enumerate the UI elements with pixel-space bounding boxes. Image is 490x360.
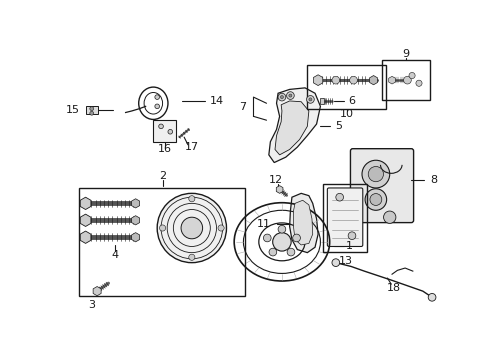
Bar xyxy=(153,120,176,142)
Text: 10: 10 xyxy=(340,109,354,119)
Circle shape xyxy=(365,189,387,210)
Bar xyxy=(382,60,430,100)
Text: 14: 14 xyxy=(210,96,223,106)
Text: 9: 9 xyxy=(402,49,410,59)
Circle shape xyxy=(181,217,203,239)
Circle shape xyxy=(287,248,295,256)
Circle shape xyxy=(90,107,94,111)
Circle shape xyxy=(218,225,224,231)
Circle shape xyxy=(336,193,343,201)
Circle shape xyxy=(159,124,163,129)
Circle shape xyxy=(428,293,436,301)
Circle shape xyxy=(348,232,356,239)
Circle shape xyxy=(332,76,340,84)
Circle shape xyxy=(309,98,312,101)
Text: 6: 6 xyxy=(348,96,355,106)
Circle shape xyxy=(384,211,396,223)
Circle shape xyxy=(280,95,284,99)
Circle shape xyxy=(189,195,195,202)
Circle shape xyxy=(332,259,340,266)
Circle shape xyxy=(155,95,160,99)
Bar xyxy=(319,98,324,104)
Polygon shape xyxy=(294,200,313,245)
FancyBboxPatch shape xyxy=(350,149,414,222)
Circle shape xyxy=(278,225,286,233)
Bar xyxy=(86,106,98,114)
Circle shape xyxy=(273,233,291,251)
Bar xyxy=(307,65,386,109)
Text: 17: 17 xyxy=(185,142,199,152)
Text: 2: 2 xyxy=(159,171,166,181)
Bar xyxy=(323,184,368,252)
Circle shape xyxy=(189,254,195,260)
Circle shape xyxy=(370,194,382,206)
Circle shape xyxy=(269,248,277,256)
Polygon shape xyxy=(275,101,309,155)
Circle shape xyxy=(409,72,415,78)
Text: 12: 12 xyxy=(269,175,283,185)
Circle shape xyxy=(155,104,160,109)
Text: 4: 4 xyxy=(111,250,119,260)
Circle shape xyxy=(90,111,94,115)
Text: 11: 11 xyxy=(256,219,270,229)
Text: 3: 3 xyxy=(88,300,95,310)
Circle shape xyxy=(368,166,384,182)
Circle shape xyxy=(307,95,314,103)
Text: 5: 5 xyxy=(335,121,342,131)
Bar xyxy=(79,188,245,296)
Circle shape xyxy=(404,76,411,84)
Text: 1: 1 xyxy=(345,241,352,251)
Circle shape xyxy=(416,80,422,86)
Text: 16: 16 xyxy=(158,144,172,154)
Ellipse shape xyxy=(157,193,226,263)
Text: 7: 7 xyxy=(239,102,245,112)
Circle shape xyxy=(293,234,300,242)
Text: 15: 15 xyxy=(66,105,79,115)
Circle shape xyxy=(287,92,294,99)
Circle shape xyxy=(160,225,166,231)
Circle shape xyxy=(168,130,172,134)
Polygon shape xyxy=(269,88,320,163)
Circle shape xyxy=(289,94,292,97)
Circle shape xyxy=(264,234,271,242)
Text: 13: 13 xyxy=(339,256,353,266)
Circle shape xyxy=(278,93,286,101)
Polygon shape xyxy=(290,193,318,253)
FancyBboxPatch shape xyxy=(327,188,363,247)
Circle shape xyxy=(362,160,390,188)
Circle shape xyxy=(350,76,357,84)
Text: 18: 18 xyxy=(387,283,401,293)
Text: 8: 8 xyxy=(430,175,437,185)
